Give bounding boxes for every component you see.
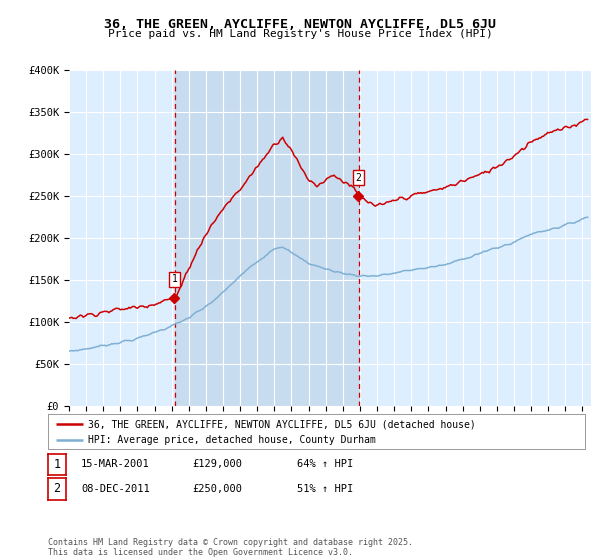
Text: 51% ↑ HPI: 51% ↑ HPI bbox=[297, 484, 353, 494]
Text: £129,000: £129,000 bbox=[192, 459, 242, 469]
Text: 2: 2 bbox=[355, 172, 361, 183]
Text: Price paid vs. HM Land Registry's House Price Index (HPI): Price paid vs. HM Land Registry's House … bbox=[107, 29, 493, 39]
Text: 36, THE GREEN, AYCLIFFE, NEWTON AYCLIFFE, DL5 6JU (detached house): 36, THE GREEN, AYCLIFFE, NEWTON AYCLIFFE… bbox=[88, 419, 476, 429]
Text: HPI: Average price, detached house, County Durham: HPI: Average price, detached house, Coun… bbox=[88, 436, 376, 445]
Text: 1: 1 bbox=[172, 274, 178, 284]
Text: 36, THE GREEN, AYCLIFFE, NEWTON AYCLIFFE, DL5 6JU: 36, THE GREEN, AYCLIFFE, NEWTON AYCLIFFE… bbox=[104, 18, 496, 31]
Text: 64% ↑ HPI: 64% ↑ HPI bbox=[297, 459, 353, 469]
Text: Contains HM Land Registry data © Crown copyright and database right 2025.
This d: Contains HM Land Registry data © Crown c… bbox=[48, 538, 413, 557]
Bar bbox=[175, 70, 359, 406]
Text: 15-MAR-2001: 15-MAR-2001 bbox=[81, 459, 150, 469]
Text: £250,000: £250,000 bbox=[192, 484, 242, 494]
Text: 08-DEC-2011: 08-DEC-2011 bbox=[81, 484, 150, 494]
Text: 2: 2 bbox=[53, 482, 61, 496]
Text: 1: 1 bbox=[53, 458, 61, 471]
